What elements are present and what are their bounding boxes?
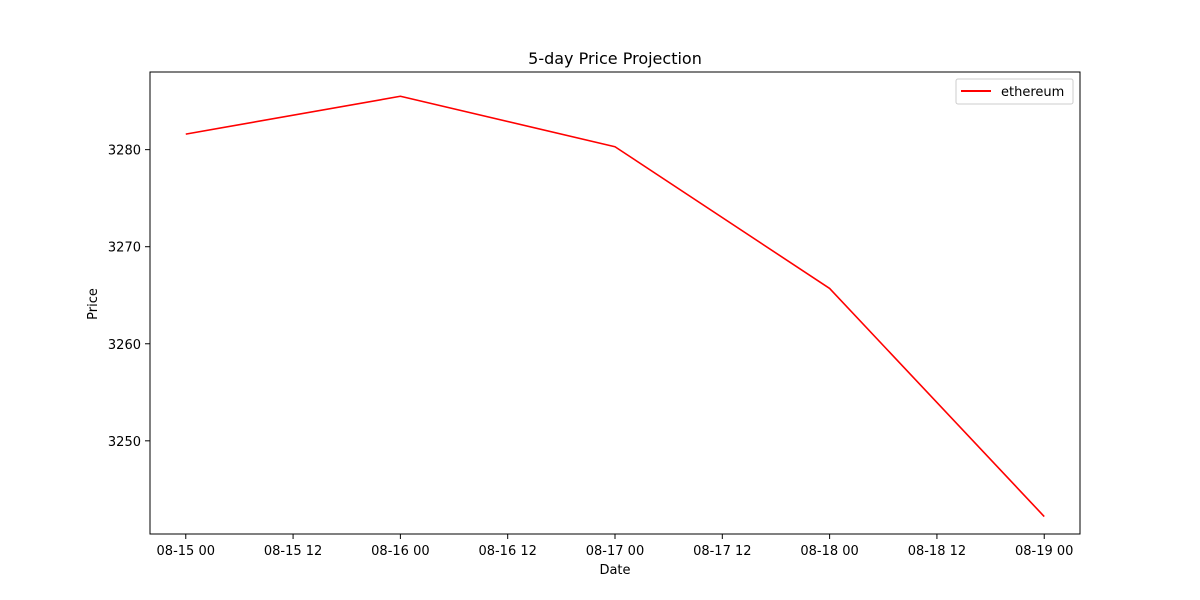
y-tick-label: 3250 bbox=[108, 435, 141, 450]
x-tick-label: 08-17 00 bbox=[586, 544, 644, 559]
legend-label: ethereum bbox=[1001, 85, 1064, 100]
x-axis-label: Date bbox=[599, 563, 630, 578]
chart-title: 5-day Price Projection bbox=[528, 49, 702, 68]
x-tick-label: 08-18 00 bbox=[800, 544, 858, 559]
x-tick-label: 08-17 12 bbox=[693, 544, 751, 559]
x-tick-label: 08-18 12 bbox=[908, 544, 966, 559]
x-tick-label: 08-19 00 bbox=[1015, 544, 1073, 559]
x-tick-label: 08-15 12 bbox=[264, 544, 322, 559]
plot-area: 08-15 00 08-15 12 08-16 00 08-16 12 08-17 00… bbox=[108, 71, 1081, 559]
x-tick-label: 08-15 00 bbox=[157, 544, 215, 559]
y-tick-label: 3280 bbox=[108, 144, 141, 159]
legend: ethereum bbox=[955, 78, 1074, 105]
y-tick-label: 3270 bbox=[108, 241, 141, 256]
x-tick-label: 08-16 12 bbox=[478, 544, 536, 559]
y-tick-label: 3260 bbox=[108, 338, 141, 353]
plot-frame bbox=[149, 71, 1081, 535]
series-line-ethereum bbox=[185, 95, 1045, 518]
x-tick-label: 08-16 00 bbox=[371, 544, 429, 559]
y-axis-label: Price bbox=[86, 288, 101, 320]
legend-box bbox=[955, 78, 1074, 105]
